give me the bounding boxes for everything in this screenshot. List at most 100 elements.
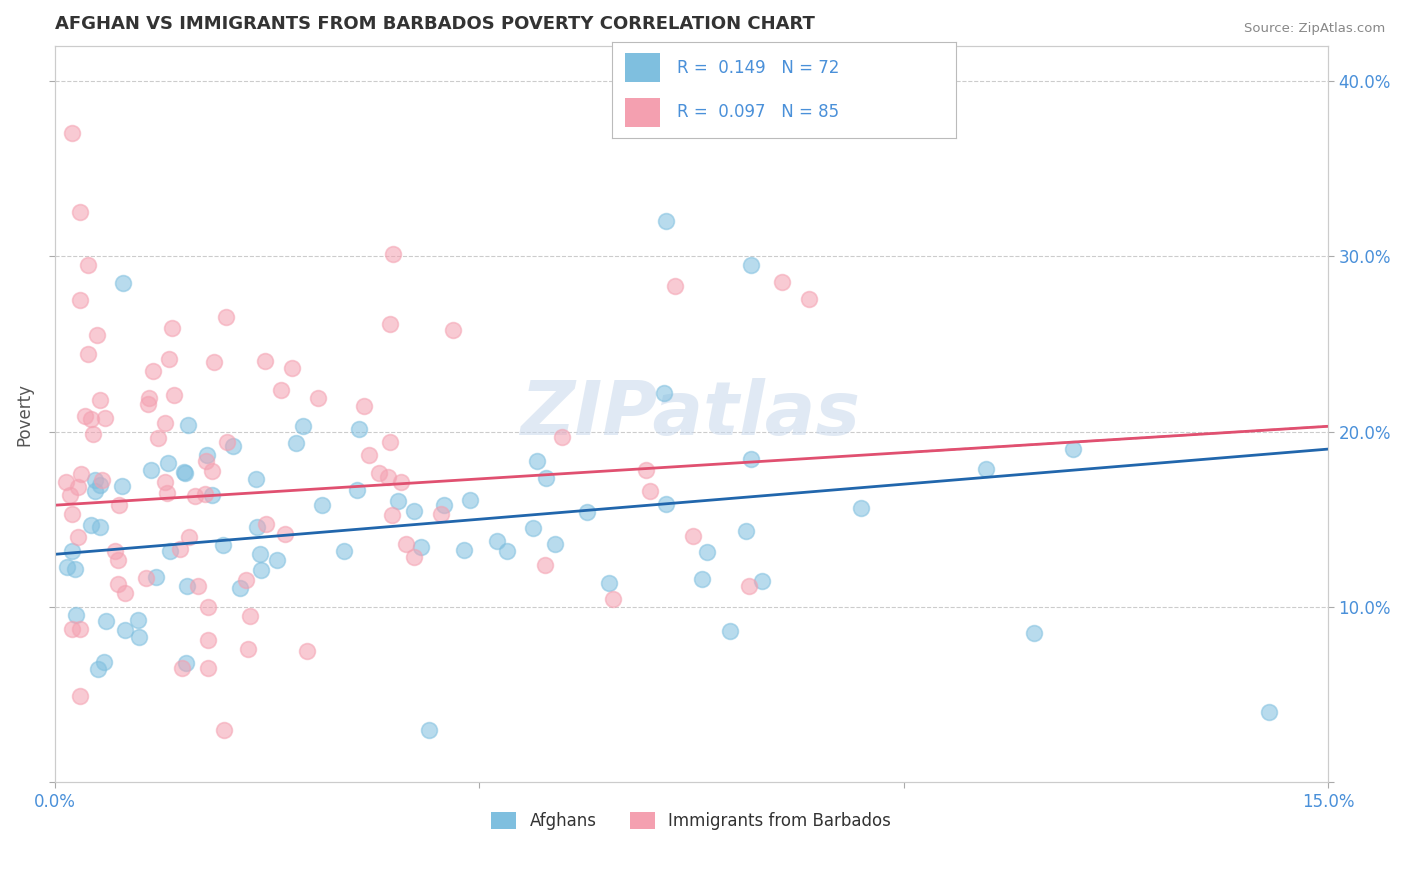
Point — [453, 542, 475, 557]
Point — [638, 484, 661, 499]
Point — [682, 529, 704, 543]
Point — [228, 581, 250, 595]
Point — [77, 347, 100, 361]
Point — [201, 464, 224, 478]
Point — [89, 393, 111, 408]
Point — [214, 310, 236, 324]
Point — [201, 488, 224, 502]
Point — [378, 317, 401, 331]
Point — [214, 723, 236, 737]
Point — [307, 391, 329, 405]
Point — [82, 427, 104, 442]
Point — [193, 486, 215, 500]
Point — [751, 574, 773, 588]
Point — [197, 633, 219, 648]
Point — [292, 418, 315, 433]
Point — [148, 431, 170, 445]
Point — [402, 504, 425, 518]
Point — [60, 127, 83, 141]
Point — [353, 399, 375, 413]
Point — [176, 418, 198, 433]
Point — [197, 599, 219, 614]
Point — [60, 622, 83, 636]
Point — [56, 560, 79, 574]
Point — [65, 607, 87, 622]
Point — [153, 475, 176, 490]
Point — [202, 355, 225, 369]
Point — [163, 388, 186, 402]
Point — [496, 543, 519, 558]
Point — [145, 570, 167, 584]
Point — [96, 614, 118, 628]
Point — [281, 361, 304, 376]
Point — [58, 488, 80, 502]
Point — [91, 473, 114, 487]
Point — [93, 655, 115, 669]
Text: ZIPatlas: ZIPatlas — [522, 377, 862, 450]
Point — [245, 472, 267, 486]
Point — [111, 479, 134, 493]
Point — [162, 321, 184, 335]
Point — [636, 463, 658, 477]
Bar — [626, 54, 659, 82]
Point — [104, 544, 127, 558]
Point — [83, 474, 105, 488]
Point — [346, 483, 368, 497]
Point — [128, 630, 150, 644]
Point — [127, 613, 149, 627]
Point — [80, 411, 103, 425]
Point — [107, 552, 129, 566]
Point — [63, 562, 86, 576]
Point — [664, 279, 686, 293]
Point — [526, 454, 548, 468]
Point — [266, 553, 288, 567]
Point — [297, 643, 319, 657]
Point — [1062, 442, 1084, 456]
Point — [249, 547, 271, 561]
Point — [738, 579, 761, 593]
Point — [142, 364, 165, 378]
Legend: Afghans, Immigrants from Barbados: Afghans, Immigrants from Barbados — [485, 805, 898, 837]
Point — [187, 579, 209, 593]
Point — [111, 276, 134, 290]
Point — [212, 538, 235, 552]
Point — [135, 571, 157, 585]
Point — [177, 530, 200, 544]
Point — [1257, 705, 1279, 719]
Point — [70, 467, 93, 482]
Point — [652, 386, 675, 401]
Point — [254, 517, 277, 532]
Point — [238, 641, 260, 656]
Point — [655, 214, 678, 228]
Point — [486, 533, 509, 548]
Point — [75, 409, 97, 423]
Point — [284, 436, 307, 450]
Point — [522, 521, 544, 535]
Point — [254, 353, 277, 368]
Point — [174, 656, 197, 670]
Point — [197, 661, 219, 675]
Point — [66, 530, 89, 544]
Point — [433, 498, 456, 512]
Point — [170, 661, 193, 675]
Point — [270, 383, 292, 397]
Point — [551, 430, 574, 444]
Point — [359, 448, 381, 462]
Point — [598, 576, 620, 591]
Point — [429, 507, 451, 521]
Point — [602, 591, 624, 606]
Point — [174, 467, 197, 481]
Point — [799, 292, 821, 306]
Point — [311, 498, 333, 512]
Point — [86, 328, 108, 343]
Point — [382, 246, 405, 260]
Point — [155, 417, 177, 431]
Point — [377, 470, 399, 484]
Point — [107, 577, 129, 591]
Point — [332, 543, 354, 558]
Point — [138, 392, 160, 406]
Point — [1022, 626, 1045, 640]
Point — [87, 662, 110, 676]
Point — [534, 558, 557, 572]
Bar — [626, 98, 659, 127]
